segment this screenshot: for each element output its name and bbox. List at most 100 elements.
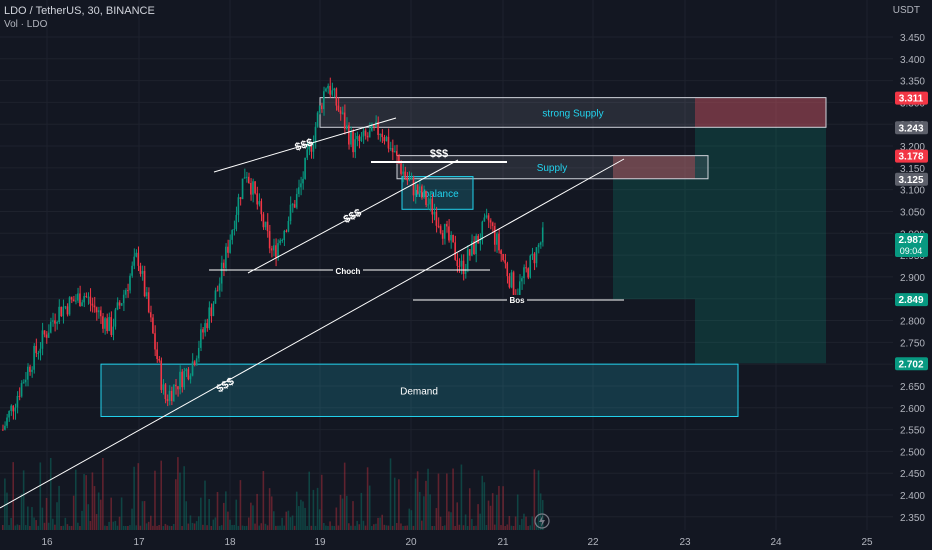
price-marker-value: 3.178 xyxy=(898,152,923,163)
volume-bar xyxy=(477,504,479,530)
candle-body xyxy=(162,384,165,390)
candle-body xyxy=(141,270,144,274)
volume-bar xyxy=(316,487,319,530)
volume-bar xyxy=(39,462,42,530)
candle-body xyxy=(47,332,50,338)
candle-body xyxy=(235,214,238,230)
volume-bar xyxy=(187,523,190,530)
volume-bar xyxy=(289,517,292,530)
candle-body xyxy=(177,386,179,390)
volume-bar xyxy=(220,525,223,530)
volume-bar xyxy=(323,522,325,530)
candle-body xyxy=(79,293,81,307)
candle-body xyxy=(383,137,386,142)
candle-body xyxy=(356,136,358,140)
candle-body xyxy=(316,112,319,127)
volume-bar xyxy=(91,472,94,530)
candle-body xyxy=(273,245,275,251)
candle-body xyxy=(99,310,102,317)
candle-body xyxy=(237,197,240,215)
candle-body xyxy=(127,290,129,292)
volume-bar xyxy=(193,523,196,530)
candle-body xyxy=(443,224,446,239)
candle-body xyxy=(122,294,125,304)
price-tick-label: 2.600 xyxy=(900,404,925,415)
volume-bar xyxy=(124,525,127,530)
price-marker-value: 3.125 xyxy=(898,175,923,186)
volume-bar xyxy=(200,497,202,530)
candle-body xyxy=(362,130,365,137)
volume-bar xyxy=(462,525,465,530)
date-tick-label: 23 xyxy=(679,537,691,548)
candle-body xyxy=(448,226,450,241)
volume-bar xyxy=(314,525,317,530)
symbol-title[interactable]: LDO / TetherUS, 30, BINANCE xyxy=(4,5,155,17)
date-tick-label: 17 xyxy=(133,537,145,548)
candle-body xyxy=(218,283,221,291)
volume-bar xyxy=(335,507,338,530)
candle-body xyxy=(504,260,506,264)
time-axis[interactable]: 16 17 18 19 20 21 22 23 24 25 xyxy=(0,530,932,550)
volume-bar xyxy=(58,485,60,530)
candle-body xyxy=(260,201,263,215)
candle-body xyxy=(450,234,452,241)
candle-body xyxy=(231,230,233,240)
candle-body xyxy=(408,179,411,181)
candle-body xyxy=(243,177,246,179)
candle-body xyxy=(60,306,62,317)
candle-body xyxy=(341,112,344,114)
volume-bar xyxy=(408,508,411,530)
candle-body xyxy=(250,183,252,195)
volume-bar xyxy=(150,515,152,530)
volume-bar xyxy=(95,514,98,530)
candle-body xyxy=(220,262,223,284)
candle-body xyxy=(500,250,502,254)
date-tick-label: 21 xyxy=(497,537,509,548)
target-zone-1 xyxy=(613,155,695,300)
volume-indicator-label[interactable]: Vol · LDO xyxy=(4,19,48,30)
candle-body xyxy=(52,320,54,322)
candle-body xyxy=(521,278,523,282)
volume-bar xyxy=(227,511,229,530)
volume-bar xyxy=(256,493,258,530)
volume-bar xyxy=(518,524,521,530)
candle-body xyxy=(212,303,215,317)
volume-bar xyxy=(62,525,65,530)
price-tick-label: 3.100 xyxy=(900,186,925,197)
volume-bar xyxy=(104,525,106,530)
candle-body xyxy=(85,296,87,298)
volume-bar xyxy=(231,525,233,530)
candle-body xyxy=(345,125,348,129)
volume-bar xyxy=(504,525,506,530)
volume-bar xyxy=(264,523,267,530)
currency-label: USDT xyxy=(892,5,920,16)
candle-body xyxy=(20,383,23,397)
volume-bar xyxy=(466,525,469,530)
candle-body xyxy=(418,186,421,194)
candle-body xyxy=(6,417,8,426)
volume-bar xyxy=(281,517,283,530)
volume-bar xyxy=(68,526,71,530)
candle-body xyxy=(183,371,185,388)
date-tick-label: 16 xyxy=(41,537,53,548)
volume-bar xyxy=(525,516,527,530)
candle-body xyxy=(83,296,85,303)
candle-body xyxy=(118,302,121,306)
price-marker xyxy=(895,121,928,135)
volume-bar xyxy=(158,524,160,530)
candle-body xyxy=(525,267,527,269)
candle-body xyxy=(262,214,265,228)
volume-bar xyxy=(320,474,323,530)
candle-body xyxy=(541,227,544,243)
price-marker xyxy=(895,232,928,257)
volume-bar xyxy=(245,525,248,530)
price-tick-label: 3.200 xyxy=(900,142,925,153)
volume-bar xyxy=(179,472,181,530)
price-axis[interactable]: 3.4503.4003.3503.3003.2503.2003.1503.100… xyxy=(893,0,932,550)
candle-body xyxy=(423,190,425,198)
candle-body xyxy=(24,379,27,383)
candle-body xyxy=(70,297,73,300)
candle-body xyxy=(275,245,277,258)
upper-channel-line xyxy=(213,117,397,173)
